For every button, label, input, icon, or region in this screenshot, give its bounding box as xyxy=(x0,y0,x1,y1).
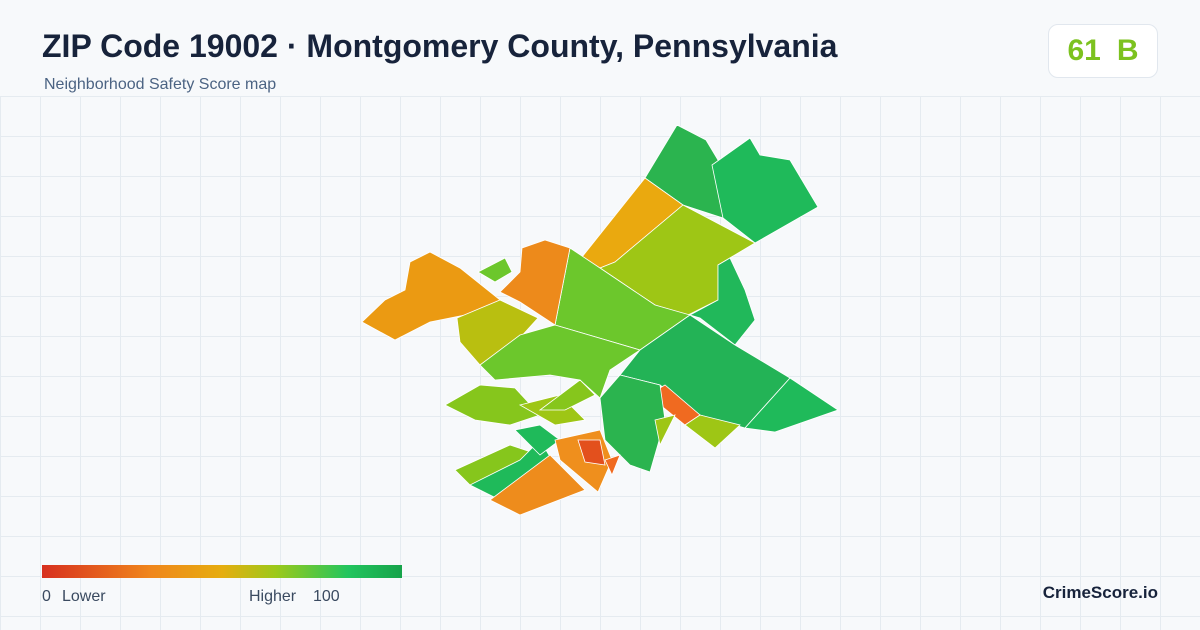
area xyxy=(599,374,666,473)
area xyxy=(361,251,501,341)
area xyxy=(538,379,596,411)
area xyxy=(711,137,819,244)
legend-max: 100 xyxy=(313,588,340,605)
brand: CrimeScore.io xyxy=(1042,583,1158,602)
legend-min-label: Lower xyxy=(62,588,106,605)
area xyxy=(499,239,571,326)
legend-max-label: Higher xyxy=(249,588,297,605)
score: 61 xyxy=(1067,34,1101,67)
area xyxy=(577,439,606,466)
title: ZIP Code 19002 · Montgomery County, Penn… xyxy=(42,28,838,64)
area xyxy=(744,377,839,433)
area xyxy=(604,454,621,477)
area xyxy=(654,414,676,447)
legend-gradient xyxy=(42,565,402,578)
area xyxy=(479,324,641,399)
area xyxy=(489,454,586,516)
score-badge: 61 B xyxy=(1048,24,1158,78)
area xyxy=(477,257,513,283)
area xyxy=(684,414,741,449)
subtitle: Neighborhood Safety Score map xyxy=(44,76,277,93)
grade: B xyxy=(1116,34,1139,67)
legend-min: 0 xyxy=(42,588,51,605)
